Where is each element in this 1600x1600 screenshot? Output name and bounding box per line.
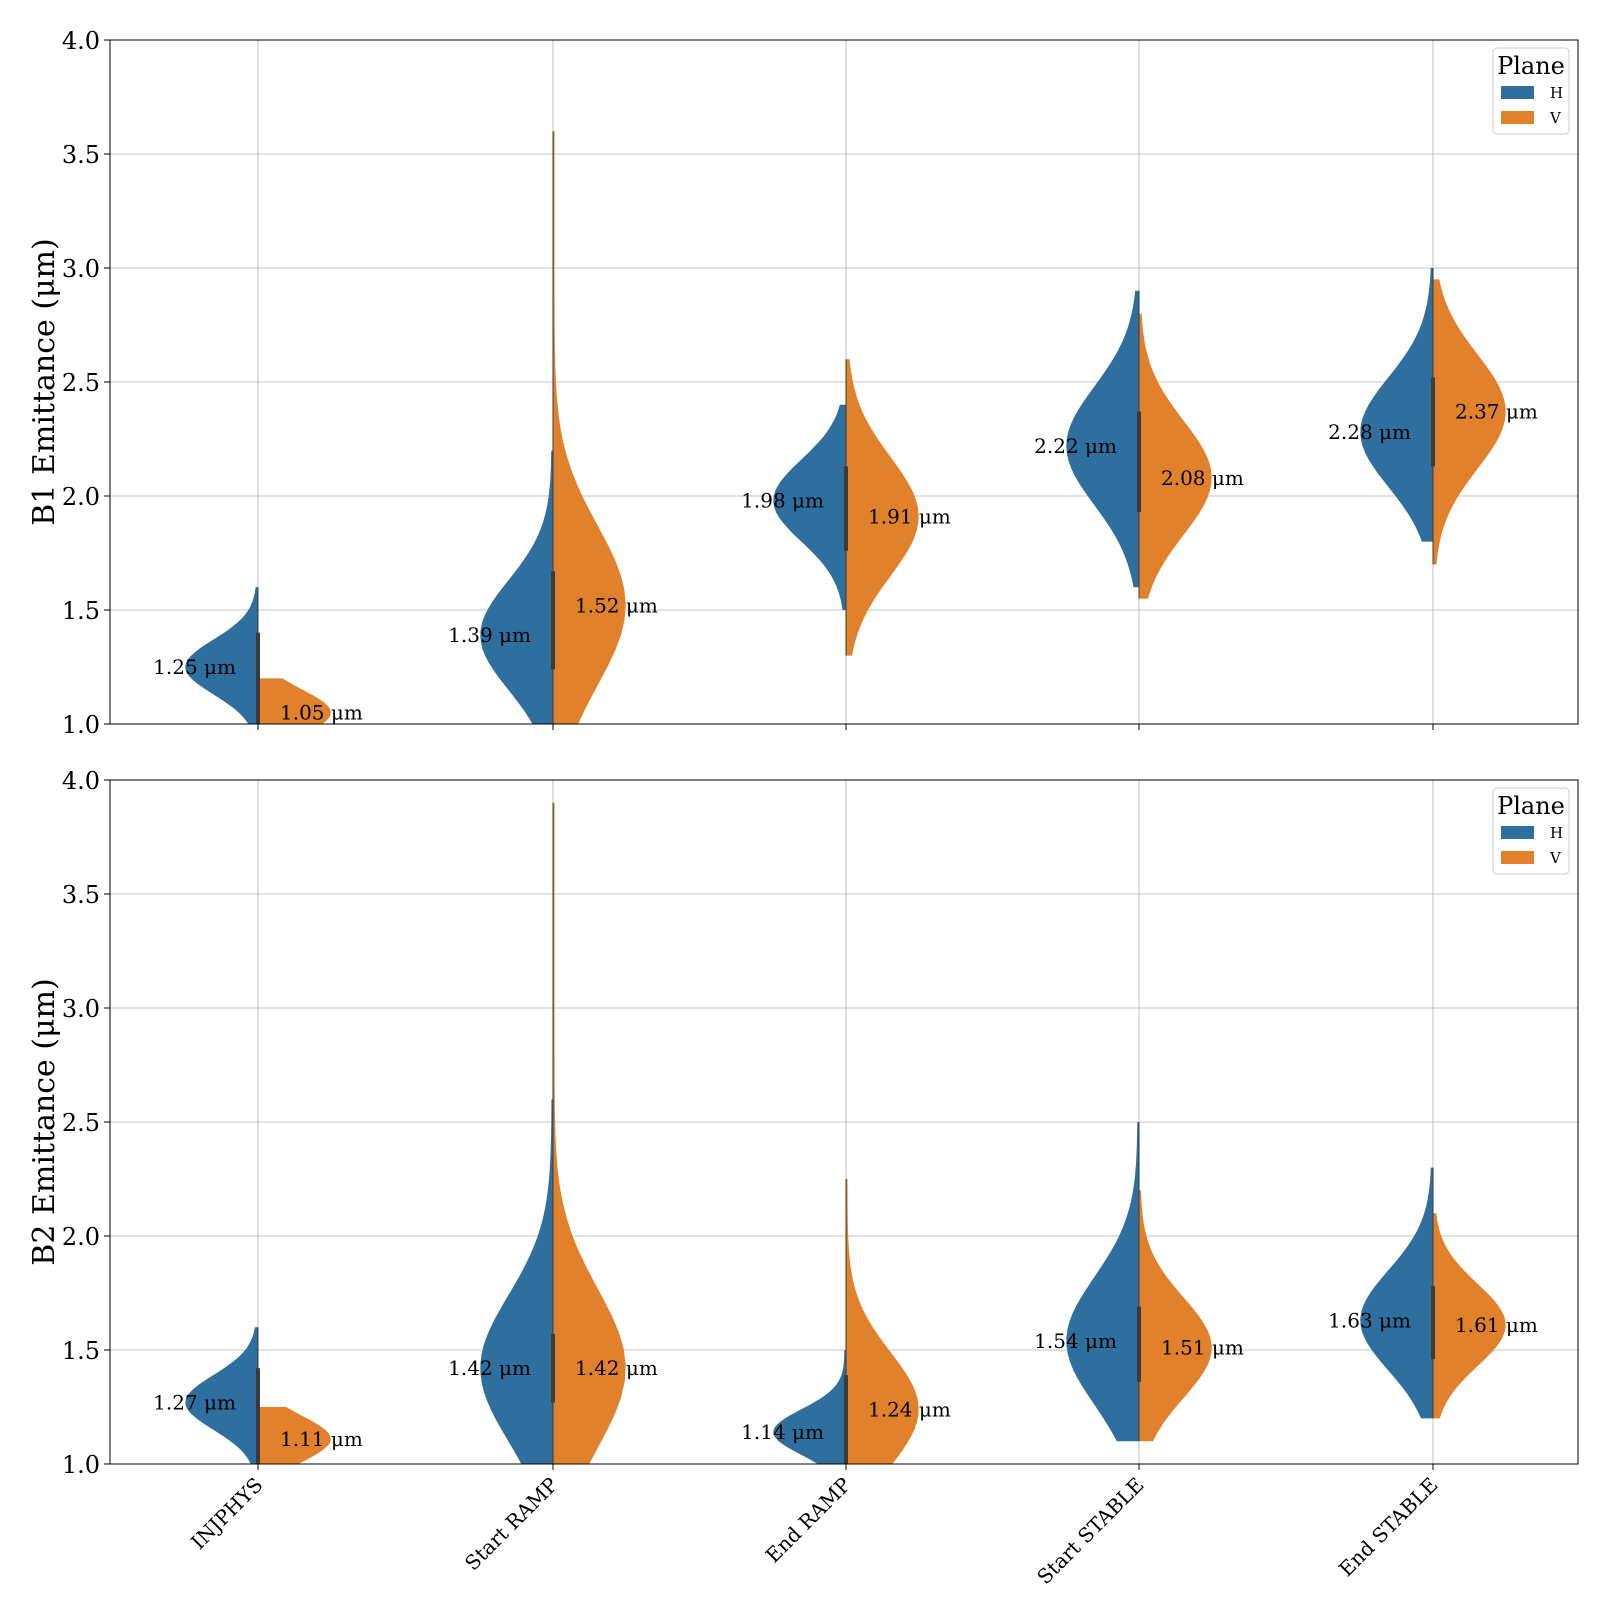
median-label-h: 1.98 μm	[741, 489, 824, 513]
violin-half-v	[1433, 279, 1506, 565]
y-tick-label: 3.5	[62, 881, 100, 909]
median-label-v: 1.91 μm	[868, 505, 951, 529]
median-label-v: 2.37 μm	[1455, 400, 1538, 424]
y-tick-label: 2.5	[62, 1109, 100, 1137]
median-label-v: 1.52 μm	[575, 593, 658, 617]
y-tick-label: 4.0	[62, 767, 100, 795]
median-label-h: 2.28 μm	[1328, 420, 1411, 444]
violin-half-h	[480, 1099, 553, 1464]
y-tick-label: 4.0	[62, 27, 100, 55]
median-label-v: 1.42 μm	[575, 1356, 658, 1380]
plot-frame	[109, 39, 1579, 725]
median-label-v: 1.24 μm	[868, 1397, 951, 1421]
median-label-v: 1.51 μm	[1161, 1336, 1244, 1360]
legend: Plane HV	[1492, 47, 1570, 135]
y-tick-label: 2.0	[62, 1223, 100, 1251]
violin-half-h	[185, 1327, 258, 1464]
x-tick-label: Start STABLE	[1032, 1473, 1148, 1589]
legend-swatch-v	[1501, 851, 1534, 864]
legend-swatch-v	[1501, 111, 1534, 124]
legend: Plane HV	[1492, 787, 1570, 875]
violin-half-h	[1066, 290, 1139, 588]
y-tick-label: 1.0	[62, 711, 100, 739]
b1-emittance-panel: 1.0 1.5 2.0 2.5 3.0 3.5 4.0 1.25 μm 1.39 μm 1.98 …	[27, 27, 1579, 739]
plot-frame	[109, 779, 1579, 1465]
violins	[185, 131, 1506, 724]
median-label-v: 1.61 μm	[1455, 1313, 1538, 1337]
median-label-h: 1.42 μm	[448, 1356, 531, 1380]
median-label-v: 2.08 μm	[1161, 466, 1244, 490]
violin-half-h	[185, 587, 258, 724]
violin-half-h	[773, 1350, 846, 1464]
b2-emittance-panel: 1.0 1.5 2.0 2.5 3.0 3.5 4.0 1.27 μm 1.42 μm 1.14 …	[27, 767, 1579, 1589]
y-tick-label: 3.0	[62, 255, 100, 283]
median-label-h: 1.25 μm	[153, 655, 236, 679]
legend-label-v: V	[1549, 849, 1562, 867]
violin-half-v	[846, 359, 919, 656]
legend-label-v: V	[1549, 109, 1562, 127]
violin-half-v	[553, 802, 626, 1464]
median-label-h: 1.39 μm	[448, 623, 531, 647]
violin-half-v	[846, 1179, 919, 1464]
violin-half-v	[258, 1407, 331, 1464]
legend-swatch-h	[1501, 86, 1534, 99]
y-tick-label: 3.0	[62, 995, 100, 1023]
violin-half-v	[258, 678, 331, 724]
y-tick-label: 3.5	[62, 141, 100, 169]
legend-label-h: H	[1550, 84, 1563, 102]
violin-half-h	[480, 450, 553, 724]
legend-title: Plane	[1497, 52, 1565, 80]
violin-half-h	[1360, 1167, 1433, 1419]
median-label-h: 1.63 μm	[1328, 1308, 1411, 1332]
violin-half-h	[1066, 1122, 1139, 1442]
violin-half-v	[1433, 1213, 1506, 1419]
violin-half-v	[1139, 1190, 1212, 1442]
legend-label-h: H	[1550, 824, 1563, 842]
x-tick-label: INJPHYS	[186, 1473, 267, 1554]
median-label-v: 1.05 μm	[280, 701, 363, 725]
median-label-h: 2.22 μm	[1034, 434, 1117, 458]
legend-swatch-h	[1501, 826, 1534, 839]
x-tick-label: End RAMP	[761, 1473, 856, 1568]
violin-half-v	[1139, 313, 1212, 599]
y-axis-label: B1 Emittance (μm)	[27, 238, 62, 525]
violins	[185, 802, 1506, 1464]
y-tick-label: 1.5	[62, 597, 100, 625]
median-label-h: 1.27 μm	[153, 1390, 236, 1414]
violin-half-h	[1360, 268, 1433, 542]
y-tick-label: 1.5	[62, 1337, 100, 1365]
median-label-h: 1.54 μm	[1034, 1329, 1117, 1353]
y-tick-label: 2.0	[62, 483, 100, 511]
median-label-v: 1.11 μm	[280, 1427, 363, 1451]
y-tick-label: 1.0	[62, 1451, 100, 1479]
x-tick-label: Start RAMP	[460, 1473, 563, 1576]
x-tick-label: End STABLE	[1334, 1473, 1443, 1582]
violin-half-v	[553, 131, 626, 724]
y-tick-label: 2.5	[62, 369, 100, 397]
y-axis-label: B2 Emittance (μm)	[27, 978, 62, 1265]
median-label-h: 1.14 μm	[741, 1420, 824, 1444]
legend-title: Plane	[1497, 792, 1565, 820]
violin-half-h	[773, 404, 846, 610]
